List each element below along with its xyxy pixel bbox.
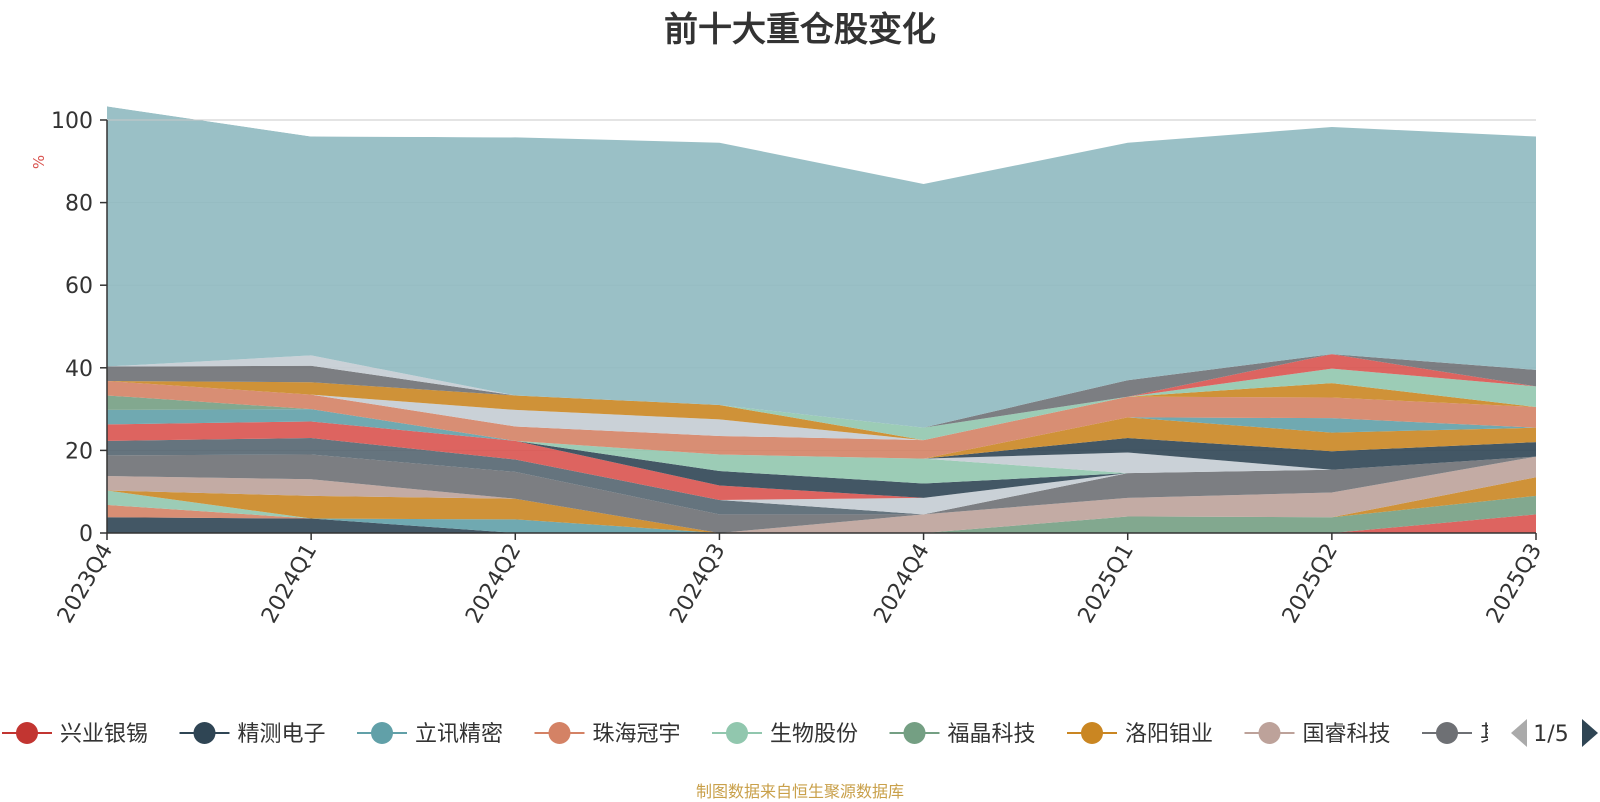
legend-item[interactable]: 立讯精密: [357, 722, 503, 747]
area-series-8: [107, 456, 1536, 533]
legend-label: 福晶科技: [948, 722, 1036, 747]
area-series-15: [107, 421, 1536, 474]
area-series-13: [107, 421, 1536, 498]
x-tick-label-2024Q4: 2024Q4: [869, 540, 934, 628]
legend-label: 立讯精密: [415, 722, 503, 747]
x-tick-label-2025Q3: 2025Q3: [1482, 540, 1547, 628]
y-axis-unit-label: %: [30, 155, 48, 169]
legend-marker-icon: [1436, 722, 1458, 744]
area-series-12: [107, 421, 1536, 500]
area-series-25: [107, 354, 1536, 428]
legend-item[interactable]: 精测电子: [179, 722, 326, 747]
legend-pager: 1/5: [1511, 719, 1598, 747]
legend-marker-icon: [193, 722, 216, 744]
area-series-3: [107, 514, 1536, 533]
x-tick-label-2024Q3: 2024Q3: [665, 540, 730, 628]
x-tick-label-2024Q2: 2024Q2: [461, 540, 526, 628]
area-series-10: [107, 438, 1536, 515]
area-series-1: [107, 514, 1536, 533]
area-series-27: [107, 106, 1536, 428]
x-tick-label-2024Q1: 2024Q1: [257, 540, 322, 628]
area-series-11: [107, 438, 1536, 515]
legend-item[interactable]: 福晶科技: [889, 722, 1036, 747]
legend: 兴业银锡 精测电子 立讯精密 珠海冠宇 生物股份 福晶科技 洛阳钼业 国睿科技 其: [2, 722, 1502, 747]
area-series-2: [107, 514, 1536, 533]
y-tick-label-100: 100: [51, 109, 93, 134]
legend-item[interactable]: 洛阳钼业: [1067, 722, 1213, 747]
area-series-6: [107, 490, 1536, 533]
legend-label: 兴业银锡: [60, 722, 148, 747]
legend-item[interactable]: 珠海冠宇: [534, 722, 681, 747]
legend-marker-icon: [726, 722, 748, 744]
y-tick-label-20: 20: [65, 439, 93, 464]
legend-item[interactable]: 生物股份: [712, 722, 858, 747]
y-tick-label-60: 60: [65, 274, 93, 299]
area-series-20: [107, 381, 1536, 459]
area-series-17: [107, 417, 1536, 459]
area-series-9: [107, 454, 1536, 533]
legend-prev-page-button[interactable]: [1511, 719, 1527, 747]
chart-title: 前十大重仓股变化: [664, 10, 936, 50]
legend-label: 其: [1480, 722, 1502, 747]
source-note: 制图数据来自恒生聚源数据库: [695, 782, 904, 801]
legend-marker-icon: [1258, 722, 1281, 744]
legend-label: 洛阳钼业: [1125, 722, 1213, 747]
area-series-16: [107, 421, 1536, 470]
legend-page-indicator: 1/5: [1533, 722, 1568, 747]
legend-label: 国睿科技: [1303, 722, 1391, 747]
legend-marker-icon: [903, 722, 926, 744]
area-series-7: [107, 477, 1536, 533]
area-series-22: [107, 381, 1536, 441]
legend-item[interactable]: 国睿科技: [1244, 722, 1391, 747]
area-series-18: [107, 409, 1536, 459]
legend-label: 精测电子: [238, 722, 326, 747]
y-tick-label-80: 80: [65, 192, 93, 217]
legend-label: 生物股份: [770, 722, 858, 747]
legend-marker-icon: [548, 722, 571, 744]
legend-next-page-button[interactable]: [1582, 719, 1598, 747]
legend-marker-icon: [1081, 722, 1103, 744]
area-series-23: [107, 368, 1536, 441]
area-series-14: [107, 421, 1536, 484]
y-tick-label-40: 40: [65, 357, 93, 382]
x-tick-label-2025Q2: 2025Q2: [1278, 540, 1343, 628]
legend-label: 珠海冠宇: [593, 722, 681, 747]
legend-marker-icon: [16, 722, 38, 744]
area-series-26: [107, 354, 1536, 428]
y-tick-label-0: 0: [79, 522, 93, 547]
area-layer: [107, 106, 1536, 533]
x-tick-label-2025Q1: 2025Q1: [1074, 540, 1139, 628]
x-tick-label-2023Q4: 2023Q4: [53, 540, 118, 628]
legend-item[interactable]: 兴业银锡: [2, 722, 148, 747]
legend-item[interactable]: 其: [1422, 722, 1502, 747]
legend-marker-icon: [371, 722, 393, 744]
